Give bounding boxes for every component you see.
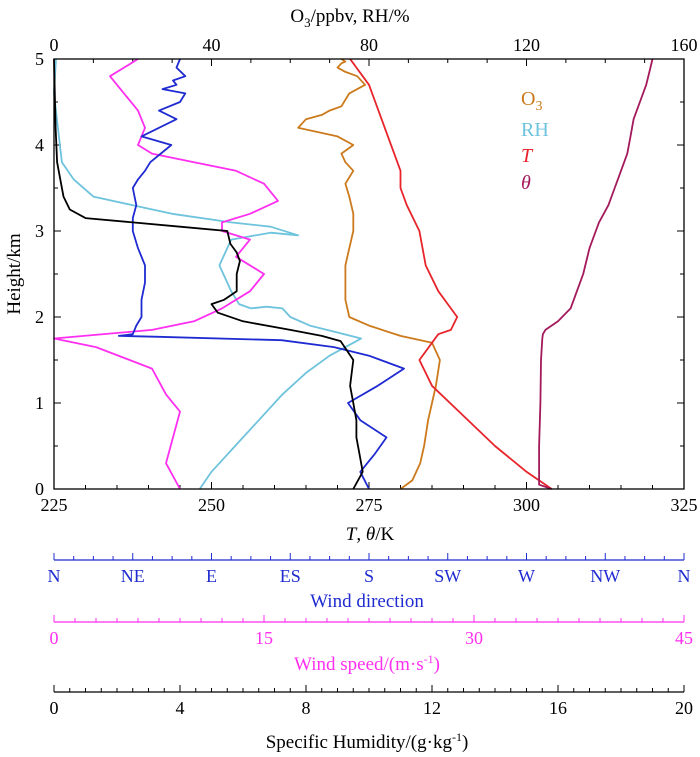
wind-direction-tick-label: N bbox=[48, 566, 61, 586]
series-line-theta bbox=[538, 58, 654, 490]
series-line-wind-speed bbox=[53, 58, 279, 490]
wind-direction-axis-title: Wind direction bbox=[310, 591, 424, 612]
left-tick-label: 3 bbox=[35, 221, 44, 241]
legend: O3 RH T θ bbox=[521, 88, 549, 194]
top-tick-label: 160 bbox=[671, 35, 698, 55]
bottom-axis-title: T, θ/K bbox=[346, 524, 395, 545]
left-tick-label: 4 bbox=[35, 135, 44, 155]
wind-speed-tick-label: 0 bbox=[50, 628, 59, 648]
wind-direction-tick-label: E bbox=[206, 566, 217, 586]
left-tick-label: 5 bbox=[35, 49, 44, 69]
wind-direction-tick-label: NW bbox=[590, 566, 620, 586]
wind-speed-tick-label: 15 bbox=[255, 628, 273, 648]
bottom-tick-label: 300 bbox=[513, 495, 540, 515]
legend-o3: O3 bbox=[521, 88, 542, 114]
wind-speed-tick-label: 45 bbox=[675, 628, 693, 648]
wind-direction-tick-label: S bbox=[364, 566, 374, 586]
series-line-o3 bbox=[297, 58, 441, 490]
specific-humidity-tick-label: 12 bbox=[423, 698, 441, 718]
top-axis-title: O3/ppbv, RH/% bbox=[290, 6, 409, 30]
series-line-wind-direction bbox=[117, 58, 405, 490]
plot-frame bbox=[53, 58, 685, 490]
specific-humidity-axis-title: Specific Humidity/(g·kg-1) bbox=[266, 730, 469, 753]
top-tick-label: 120 bbox=[513, 35, 540, 55]
series-line-temperature bbox=[349, 58, 553, 490]
bottom-tick-label: 325 bbox=[671, 495, 698, 515]
legend-theta: θ bbox=[521, 172, 531, 194]
left-tick-label: 1 bbox=[35, 393, 44, 413]
left-tick-label: 2 bbox=[35, 307, 44, 327]
specific-humidity-tick-label: 8 bbox=[302, 698, 311, 718]
bottom-tick-label: 250 bbox=[198, 495, 225, 515]
wind-direction-tick-label: SW bbox=[434, 566, 461, 586]
legend-rh: RH bbox=[521, 119, 549, 141]
wind-direction-tick-label: W bbox=[518, 566, 535, 586]
specific-humidity-tick-label: 16 bbox=[549, 698, 567, 718]
wind-speed-tick-label: 30 bbox=[465, 628, 483, 648]
specific-humidity-tick-label: 4 bbox=[176, 698, 185, 718]
bottom-tick-label: 225 bbox=[41, 495, 68, 515]
series-line-specific-humidity bbox=[53, 58, 364, 490]
wind-direction-tick-label: ES bbox=[280, 566, 301, 586]
legend-t: T bbox=[521, 145, 534, 167]
wind-speed-axis-title: Wind speed/(m·s-1) bbox=[294, 652, 440, 675]
specific-humidity-tick-label: 0 bbox=[50, 698, 59, 718]
bottom-tick-label: 275 bbox=[356, 495, 383, 515]
top-tick-label: 40 bbox=[203, 35, 221, 55]
series-line-rh bbox=[53, 58, 362, 490]
wind-direction-tick-label: N bbox=[678, 566, 691, 586]
specific-humidity-tick-label: 20 bbox=[675, 698, 693, 718]
series-layer bbox=[53, 58, 654, 490]
top-tick-label: 0 bbox=[50, 35, 59, 55]
top-tick-label: 80 bbox=[360, 35, 378, 55]
left-tick-label: 0 bbox=[35, 479, 44, 499]
wind-direction-tick-label: NE bbox=[121, 566, 145, 586]
left-axis-title: Height/km bbox=[4, 233, 25, 314]
